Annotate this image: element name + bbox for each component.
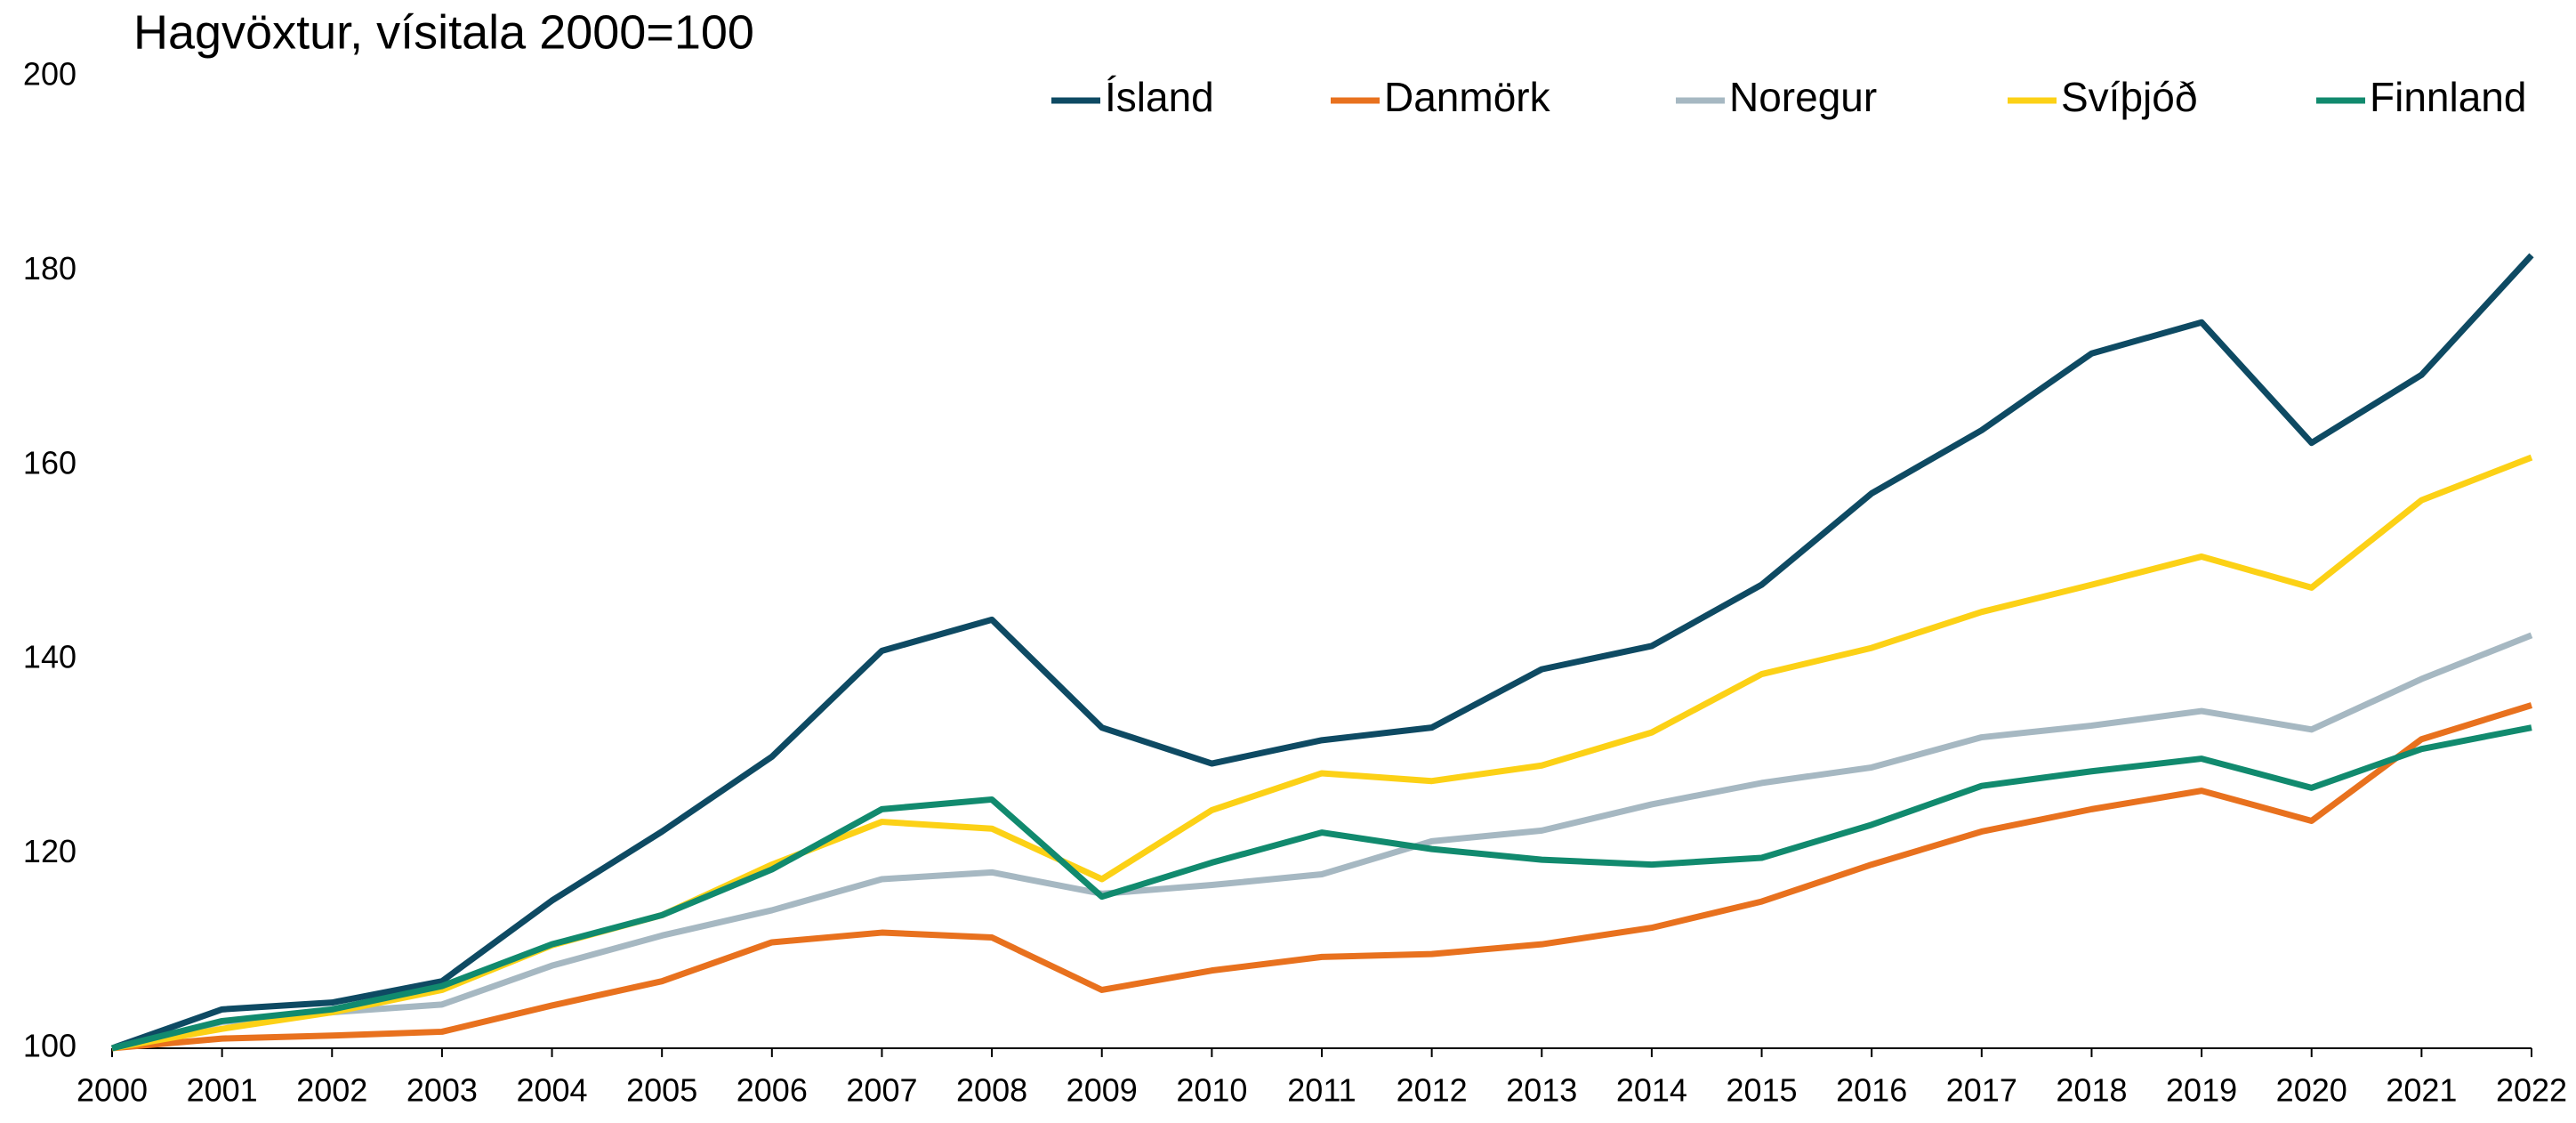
- series-line: [111, 702, 2533, 1052]
- legend-label: Svíþjóð: [2061, 74, 2197, 120]
- y-tick-label: 200: [23, 56, 76, 93]
- x-tick-label: 2005: [626, 1072, 697, 1109]
- x-tick-label: 2007: [846, 1072, 917, 1109]
- legend-label: Ísland: [1105, 74, 1214, 120]
- y-tick-label: 140: [23, 639, 76, 675]
- x-tick-label: 2000: [76, 1072, 148, 1109]
- x-tick-label: 2013: [1506, 1072, 1577, 1109]
- x-tick-label: 2015: [1726, 1072, 1797, 1109]
- x-tick-label: 2006: [737, 1072, 808, 1109]
- series-line: [111, 632, 2533, 1052]
- series-line: [111, 724, 2532, 1052]
- x-tick-label: 2010: [1176, 1072, 1247, 1109]
- legend-label: Finnland: [2370, 74, 2526, 120]
- y-tick-label: 100: [23, 1028, 76, 1064]
- x-tick-label: 2003: [407, 1072, 478, 1109]
- x-tick-label: 2009: [1067, 1072, 1138, 1109]
- legend-label: Noregur: [1729, 74, 1877, 120]
- chart-title: Hagvöxtur, vísitala 2000=100: [133, 5, 754, 59]
- y-tick-label: 180: [23, 250, 76, 287]
- y-tick-label: 120: [23, 833, 76, 869]
- y-tick-label: 160: [23, 444, 76, 481]
- x-tick-label: 2012: [1397, 1072, 1468, 1109]
- x-tick-label: 2022: [2496, 1072, 2567, 1109]
- x-tick-label: 2011: [1287, 1072, 1356, 1109]
- x-tick-label: 2016: [1836, 1072, 1907, 1109]
- x-tick-label: 2014: [1616, 1072, 1687, 1109]
- x-tick-label: 2021: [2386, 1072, 2457, 1109]
- x-tick-label: 2020: [2276, 1072, 2347, 1109]
- x-tick-label: 2019: [2166, 1072, 2237, 1109]
- x-tick-label: 2008: [956, 1072, 1027, 1109]
- x-tick-label: 2002: [296, 1072, 367, 1109]
- legend-label: Danmörk: [1384, 74, 1551, 120]
- x-tick-label: 2004: [516, 1072, 587, 1109]
- x-tick-label: 2001: [187, 1072, 258, 1109]
- x-tick-label: 2017: [1946, 1072, 2017, 1109]
- series-line: [110, 253, 2534, 1052]
- x-tick-label: 2018: [2056, 1072, 2127, 1109]
